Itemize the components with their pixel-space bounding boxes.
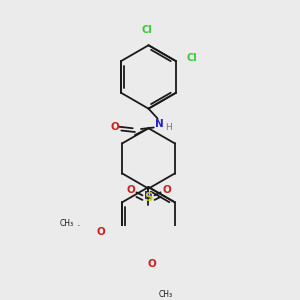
Text: O: O: [148, 259, 157, 269]
Text: O: O: [111, 122, 120, 132]
Text: O: O: [126, 185, 135, 195]
Text: Cl: Cl: [142, 25, 152, 35]
Text: N: N: [155, 119, 164, 130]
Text: CH₃: CH₃: [60, 219, 74, 228]
Text: O: O: [97, 227, 106, 237]
Text: N: N: [144, 191, 153, 201]
Text: S: S: [144, 191, 153, 204]
Text: O: O: [162, 185, 171, 195]
Text: H: H: [166, 123, 172, 132]
Text: CH₃: CH₃: [158, 290, 172, 299]
Text: Cl: Cl: [187, 53, 197, 63]
